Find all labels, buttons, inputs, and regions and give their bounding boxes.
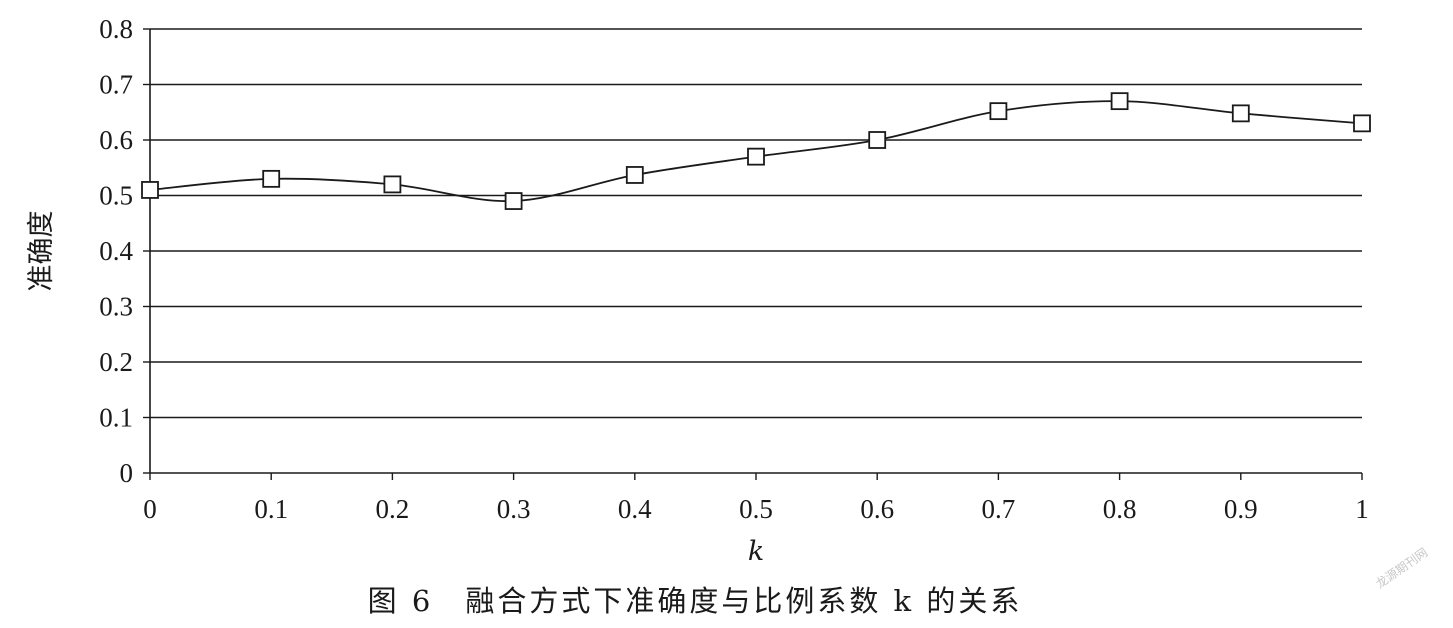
x-tick-label: 0.4 bbox=[618, 494, 652, 524]
y-ticks: 0 0.1 0.2 0.3 0.4 0.5 0.6 0.7 0.8 bbox=[99, 14, 150, 488]
y-tick-label: 0.8 bbox=[99, 14, 133, 44]
figure-caption: 图 6 融合方式下准确度与比例系数 k 的关系 bbox=[367, 584, 1023, 618]
x-tick-label: 0.9 bbox=[1224, 494, 1258, 524]
data-point bbox=[141, 181, 159, 199]
y-tick-label: 0.7 bbox=[99, 70, 133, 100]
y-tick-label: 0 bbox=[120, 458, 134, 488]
data-point bbox=[1353, 114, 1371, 133]
x-tick-label: 0.2 bbox=[376, 494, 410, 524]
y-tick-label: 0.2 bbox=[99, 347, 133, 377]
x-tick-label: 0.7 bbox=[982, 494, 1016, 524]
x-tick-label: 0.3 bbox=[497, 494, 531, 524]
y-tick-label: 0.6 bbox=[99, 125, 133, 155]
x-tick-label: 0 bbox=[143, 494, 157, 524]
y-tick-label: 0.5 bbox=[99, 181, 133, 211]
data-point bbox=[868, 131, 887, 149]
data-point bbox=[504, 192, 523, 210]
data-point bbox=[383, 175, 402, 194]
data-point bbox=[1110, 92, 1129, 111]
data-point bbox=[625, 166, 644, 184]
x-tick-label: 0.8 bbox=[1103, 494, 1137, 524]
data-point bbox=[989, 102, 1008, 121]
grid-lines bbox=[150, 28, 1362, 419]
series-markers bbox=[141, 92, 1371, 210]
x-tick-label: 0.6 bbox=[860, 494, 894, 524]
data-point bbox=[1231, 104, 1250, 123]
x-ticks: 0 0.1 0.2 0.3 0.4 0.5 0.6 0.7 0.8 0.9 1 bbox=[143, 473, 1369, 524]
x-axis-title: k bbox=[748, 536, 764, 567]
x-tick-label: 0.5 bbox=[739, 494, 773, 524]
y-axis-title: 准确度 bbox=[26, 211, 57, 292]
data-point bbox=[747, 147, 765, 166]
y-tick-label: 0.3 bbox=[99, 292, 133, 322]
y-tick-label: 0.1 bbox=[99, 403, 133, 433]
x-tick-label: 1 bbox=[1355, 494, 1369, 524]
data-point bbox=[262, 169, 281, 188]
y-tick-label: 0.4 bbox=[99, 236, 133, 266]
x-tick-label: 0.1 bbox=[254, 494, 288, 524]
